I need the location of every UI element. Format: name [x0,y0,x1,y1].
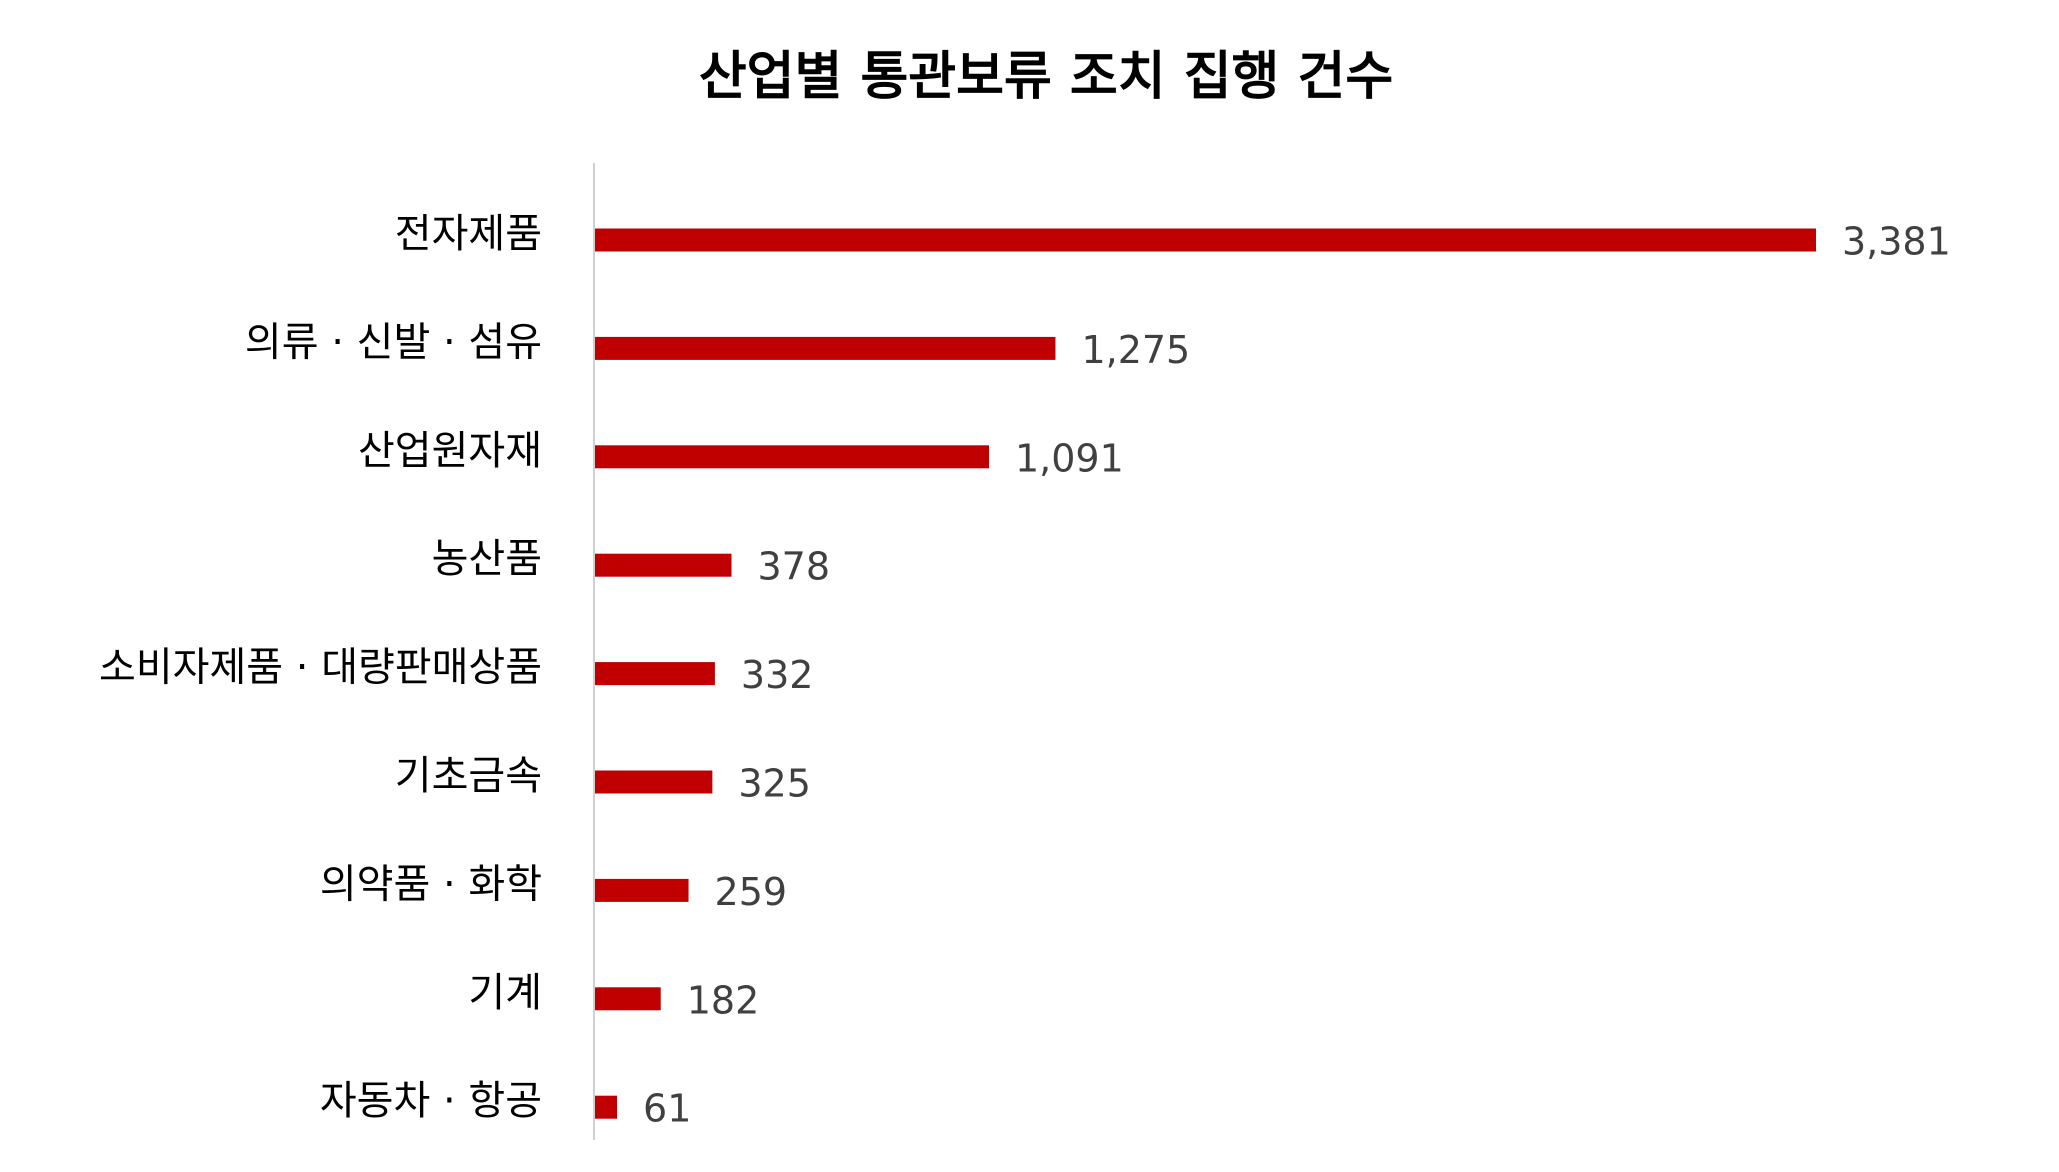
y-tick-label: 기초금속 [395,753,542,799]
y-tick-label: 기계 [468,970,542,1016]
bar [595,987,661,1011]
bar [595,336,1056,360]
value-label: 61 [643,1087,691,1131]
y-tick-label: 의류 · 신발 · 섬유 [245,319,542,365]
bar [595,770,713,794]
y-tick-label: 산업원자재 [358,428,542,474]
y-tick-label: 의약품 · 화학 [320,861,542,907]
bar [595,228,1816,252]
value-label: 378 [758,545,831,589]
bar [595,553,732,577]
value-label: 259 [715,870,788,914]
y-tick-label: 자동차 · 항공 [320,1078,542,1124]
value-label: 325 [738,762,811,806]
bar [595,445,989,469]
bar [595,662,715,686]
value-label: 1,275 [1081,328,1190,372]
bar [595,1095,618,1119]
value-label: 1,091 [1015,436,1124,480]
value-label: 332 [741,653,814,697]
y-tick-label: 전자제품 [395,211,542,257]
value-label: 182 [687,978,760,1022]
y-tick-label: 농산품 [432,536,542,582]
y-tick-label: 소비자제품 · 대량판매상품 [99,645,542,691]
chart-title: 산업별 통관보류 조치 집행 건수 [699,47,1393,107]
bar [595,878,689,902]
value-label: 3,381 [1842,220,1951,264]
